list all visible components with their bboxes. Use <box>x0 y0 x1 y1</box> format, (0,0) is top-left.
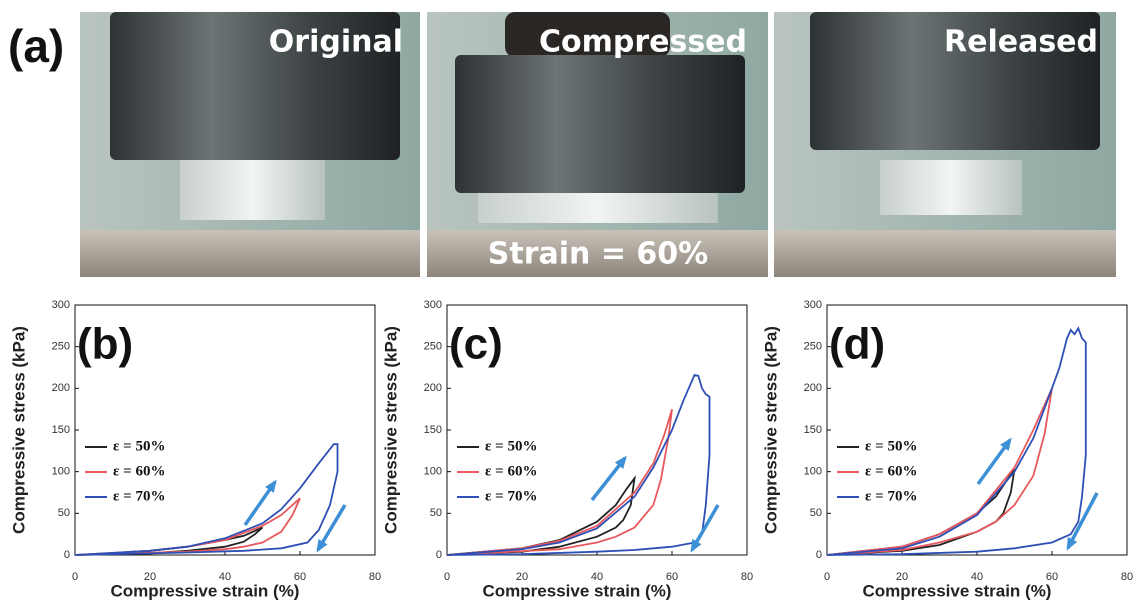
photo-note: Strain = 60% <box>488 237 708 272</box>
x-tick-label: 20 <box>144 571 156 583</box>
x-tick-label: 60 <box>294 571 306 583</box>
legend-label: ε = 70% <box>113 488 165 504</box>
x-tick-label: 80 <box>369 571 381 583</box>
legend-label: ε = 70% <box>865 488 917 504</box>
y-tick-label: 200 <box>804 382 822 394</box>
photo-caption: Original <box>269 25 403 60</box>
y-tick-label: 250 <box>424 341 442 353</box>
x-tick-label: 80 <box>741 571 753 583</box>
y-tick-label: 250 <box>52 341 70 353</box>
curve <box>446 373 711 556</box>
x-tick-label: 0 <box>824 571 830 583</box>
legend-label: ε = 50% <box>485 438 537 454</box>
photo-compressed: Compressed Strain = 60% <box>427 12 768 277</box>
y-tick-label: 150 <box>424 424 442 436</box>
x-tick-label: 60 <box>1046 571 1058 583</box>
y-tick-label: 200 <box>52 382 70 394</box>
y-tick-label: 150 <box>52 424 70 436</box>
y-axis-title: Compressive stress (kPa) <box>381 326 400 534</box>
y-tick-label: 300 <box>804 299 822 311</box>
x-axis-title: Compressive strain (%) <box>483 581 672 600</box>
y-tick-label: 150 <box>804 424 822 436</box>
y-tick-label: 50 <box>810 507 822 519</box>
y-tick-label: 300 <box>52 299 70 311</box>
legend-label: ε = 70% <box>485 488 537 504</box>
x-tick-label: 40 <box>219 571 231 583</box>
x-tick-label: 40 <box>591 571 603 583</box>
x-tick-label: 0 <box>444 571 450 583</box>
y-tick-label: 0 <box>436 549 442 561</box>
legend-label: ε = 50% <box>113 438 165 454</box>
x-axis-title: Compressive strain (%) <box>863 581 1052 600</box>
curve <box>826 326 1087 556</box>
photo-released: Released <box>774 12 1116 277</box>
curve <box>74 443 339 556</box>
x-tick-label: 0 <box>72 571 78 583</box>
x-tick-label: 80 <box>1121 571 1133 583</box>
x-axis-title: Compressive strain (%) <box>111 581 300 600</box>
legend-label: ε = 50% <box>865 438 917 454</box>
arrow-head <box>316 539 328 553</box>
arrow-head <box>614 455 627 469</box>
y-tick-label: 0 <box>816 549 822 561</box>
y-tick-label: 100 <box>424 466 442 478</box>
panel-label: (d) <box>829 320 885 369</box>
curve <box>446 408 673 556</box>
arrow <box>1066 492 1099 549</box>
y-tick-label: 50 <box>430 507 442 519</box>
legend-label: ε = 60% <box>865 463 917 479</box>
curve <box>826 387 1053 556</box>
y-axis-title: Compressive stress (kPa) <box>9 326 28 534</box>
panel-label: (c) <box>449 320 503 369</box>
y-tick-label: 100 <box>52 466 70 478</box>
x-tick-label: 60 <box>666 571 678 583</box>
legend-label: ε = 60% <box>113 463 165 479</box>
legend-label: ε = 60% <box>485 463 537 479</box>
x-tick-label: 40 <box>971 571 983 583</box>
photo-caption: Compressed <box>539 25 747 60</box>
photo-caption: Released <box>944 25 1098 60</box>
y-tick-label: 200 <box>424 382 442 394</box>
y-tick-label: 300 <box>424 299 442 311</box>
arrow-head <box>1000 437 1012 451</box>
arrow-head <box>1066 537 1078 551</box>
y-tick-label: 250 <box>804 341 822 353</box>
y-tick-label: 50 <box>58 507 70 519</box>
y-tick-label: 0 <box>64 549 70 561</box>
y-axis-title: Compressive stress (kPa) <box>761 326 780 534</box>
x-tick-label: 20 <box>516 571 528 583</box>
arrow-head <box>690 539 702 553</box>
panel-label: (b) <box>77 320 133 369</box>
arrow-head <box>265 479 277 493</box>
photo-original: Original <box>80 12 420 277</box>
y-tick-label: 100 <box>804 466 822 478</box>
curve <box>446 474 636 556</box>
x-tick-label: 20 <box>896 571 908 583</box>
panel-label: (a) <box>8 20 64 72</box>
